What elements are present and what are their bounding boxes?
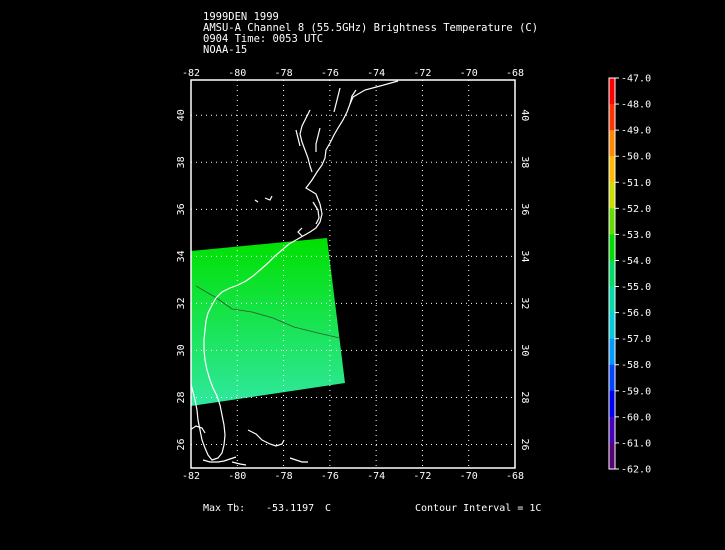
map-frame bbox=[190, 79, 516, 469]
coastline bbox=[191, 80, 399, 466]
lon-tick-top: -72 bbox=[413, 68, 431, 79]
colorbar-segment bbox=[609, 234, 615, 261]
header-line-3: 0904 Time: 0053 UTC bbox=[203, 33, 324, 45]
lon-tick-top: -74 bbox=[367, 68, 385, 79]
lat-tick-right: 36 bbox=[519, 203, 530, 215]
lat-tick-left: 30 bbox=[176, 344, 187, 356]
colorbar-label: -62.0 bbox=[621, 465, 651, 476]
colorbar-segment bbox=[609, 156, 615, 183]
lon-tick-bottom: -72 bbox=[413, 471, 431, 482]
colorbar-segment bbox=[609, 260, 615, 288]
lat-tick-right: 26 bbox=[519, 438, 530, 450]
lon-tick-bottom: -74 bbox=[367, 471, 385, 482]
lon-tick-bottom: -82 bbox=[182, 471, 200, 482]
colorbar-label: -60.0 bbox=[621, 412, 651, 423]
colorbar-label: -49.0 bbox=[621, 126, 651, 137]
lat-tick-left: 38 bbox=[176, 156, 187, 168]
lat-tick-left: 32 bbox=[176, 297, 187, 309]
colorbar-segment bbox=[609, 416, 615, 444]
lat-tick-right: 30 bbox=[519, 344, 530, 356]
colorbar-segment bbox=[609, 286, 615, 314]
colorbar-segment bbox=[609, 104, 615, 131]
colorbar-segment bbox=[609, 442, 615, 470]
lon-tick-top: -76 bbox=[321, 68, 339, 79]
lon-tick-top: -68 bbox=[506, 68, 524, 79]
max-tb-value: -53.1197 bbox=[266, 503, 315, 514]
lon-tick-top: -80 bbox=[228, 68, 246, 79]
colorbar-frame bbox=[608, 77, 616, 470]
lon-tick-top: -70 bbox=[460, 68, 478, 79]
header-line-2: AMSU-A Channel 8 (55.5GHz) Brightness Te… bbox=[203, 22, 539, 34]
lat-tick-left: 34 bbox=[176, 250, 187, 262]
colorbar-segment bbox=[609, 312, 615, 340]
colorbar-label: -54.0 bbox=[621, 256, 651, 267]
lon-tick-bottom: -70 bbox=[460, 471, 478, 482]
swath-area bbox=[191, 238, 345, 406]
lon-tick-top: -78 bbox=[275, 68, 293, 79]
colorbar-label: -58.0 bbox=[621, 360, 651, 371]
lon-tick-bottom: -78 bbox=[275, 471, 293, 482]
max-tb-unit: C bbox=[325, 503, 332, 514]
colorbar-segment bbox=[609, 390, 615, 418]
lon-tick-top: -82 bbox=[182, 68, 200, 79]
lon-tick-bottom: -76 bbox=[321, 471, 339, 482]
lon-tick-bottom: -68 bbox=[506, 471, 524, 482]
header-line-4: NOAA-15 bbox=[203, 44, 248, 56]
lat-tick-right: 40 bbox=[519, 109, 530, 121]
lat-tick-left: 40 bbox=[176, 109, 187, 121]
colorbar-label: -52.0 bbox=[621, 204, 651, 215]
colorbar-label: -50.0 bbox=[621, 152, 651, 163]
colorbar: -47.0 -48.0 -49.0 -50.0 -51.0 -52.0 -53.0 -54.0… bbox=[608, 74, 651, 476]
colorbar-label: -55.0 bbox=[621, 282, 651, 293]
lon-tick-bottom: -80 bbox=[228, 471, 246, 482]
lat-tick-right: 28 bbox=[519, 391, 530, 403]
colorbar-label: -48.0 bbox=[621, 100, 651, 111]
colorbar-segment bbox=[609, 78, 615, 105]
colorbar-label: -47.0 bbox=[621, 74, 651, 85]
max-tb-label: Max Tb: bbox=[203, 503, 246, 514]
colorbar-segment bbox=[609, 364, 615, 392]
lat-tick-right: 34 bbox=[519, 250, 530, 262]
colorbar-label: -61.0 bbox=[621, 438, 651, 449]
contour-line bbox=[195, 285, 341, 339]
grid-lines bbox=[191, 80, 515, 468]
colorbar-segment bbox=[609, 182, 615, 209]
colorbar-segment bbox=[609, 130, 615, 157]
lat-tick-left: 28 bbox=[176, 391, 187, 403]
colorbar-label: -51.0 bbox=[621, 178, 651, 189]
colorbar-label: -57.0 bbox=[621, 334, 651, 345]
lat-tick-left: 36 bbox=[176, 203, 187, 215]
lat-tick-right: 38 bbox=[519, 156, 530, 168]
colorbar-segment bbox=[609, 208, 615, 235]
colorbar-label: -56.0 bbox=[621, 308, 651, 319]
colorbar-label: -59.0 bbox=[621, 386, 651, 397]
lat-tick-right: 32 bbox=[519, 297, 530, 309]
lat-tick-left: 26 bbox=[176, 438, 187, 450]
contour-interval: Contour Interval = 1C bbox=[415, 503, 542, 514]
header-line-1: 1999DEN 1999 bbox=[203, 11, 279, 23]
colorbar-segment bbox=[609, 338, 615, 366]
colorbar-label: -53.0 bbox=[621, 230, 651, 241]
